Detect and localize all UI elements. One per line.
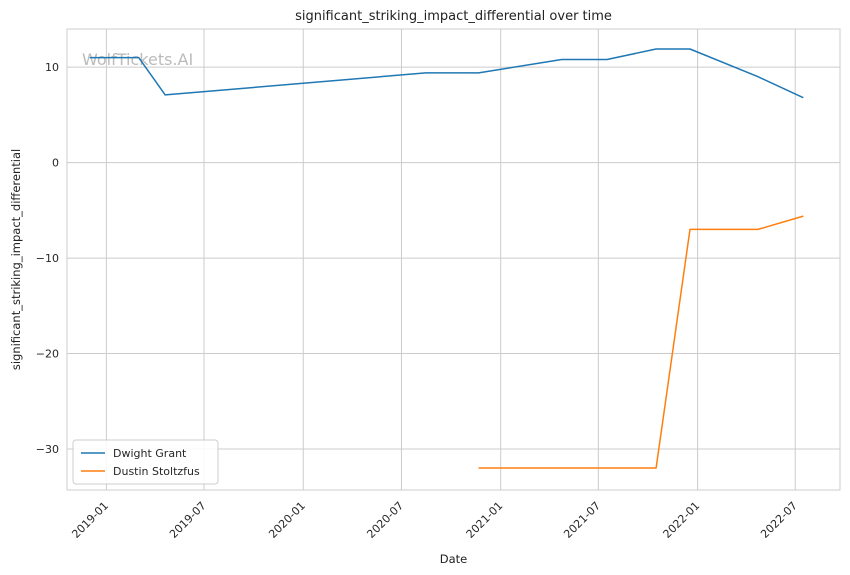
series-line-0 [89,48,804,99]
legend-label: Dustin Stoltzfus [113,465,200,478]
series [89,48,804,469]
x-axis-label: Date [440,552,468,566]
grid [67,29,840,490]
y-tick-label: −10 [36,252,59,265]
legend: Dwight Grant Dustin Stoltzfus [72,439,219,485]
legend-box [72,439,219,485]
plot-frame [66,28,841,491]
watermark: WolfTickets.AI [82,50,193,69]
legend-label: Dwight Grant [113,447,187,460]
y-axis-label: significant_striking_impact_differential [9,149,23,370]
y-tick-label: 0 [52,157,59,170]
y-tick-label: −30 [36,443,59,456]
y-tick-label: 10 [45,61,59,74]
chart-title: significant_striking_impact_differential… [295,9,612,24]
y-tick-label: −20 [36,348,59,361]
series-line-1 [478,215,804,469]
